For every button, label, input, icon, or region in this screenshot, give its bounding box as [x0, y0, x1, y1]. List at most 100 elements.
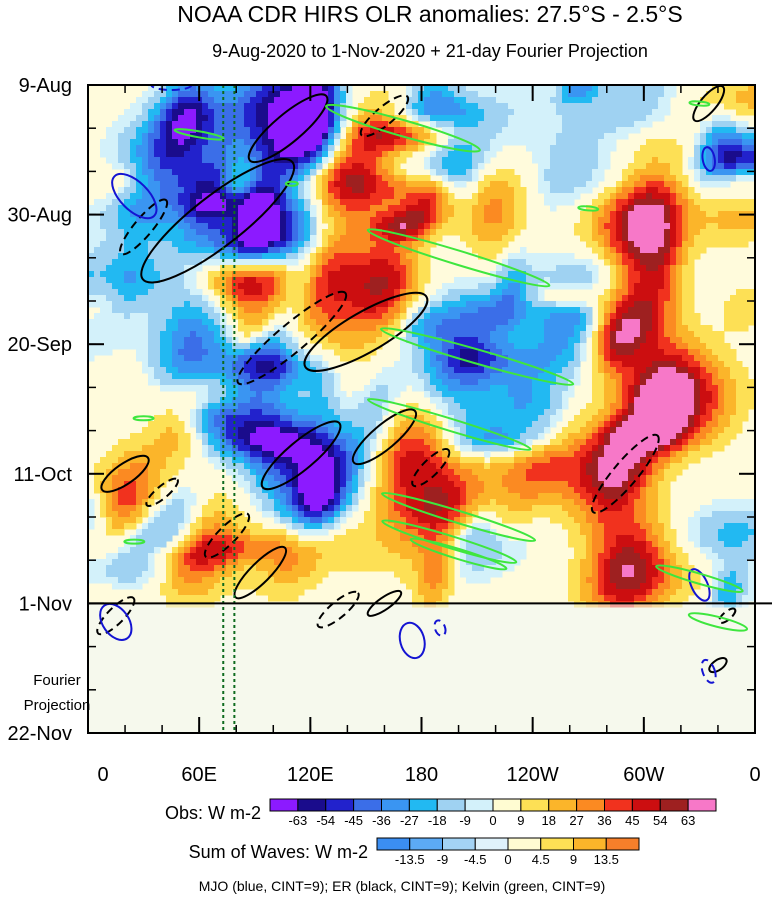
kelvin-contour — [123, 538, 146, 545]
x-tick-label: 0 — [749, 764, 760, 786]
mjo-contour — [701, 146, 716, 172]
waves-colorbar-label: Sum of Waves: W m-2 — [189, 842, 368, 862]
colorbar-swatch — [474, 837, 509, 851]
er-contour — [145, 477, 179, 507]
kelvin-contour — [577, 205, 600, 212]
kelvin-contour — [366, 228, 551, 288]
x-tick-label: 120W — [507, 764, 559, 786]
kelvin-contour — [687, 612, 749, 632]
er-contour — [247, 93, 329, 164]
obs-colorbar: -63 -54 -45 -36 -27 -18 -9 0 9 18 27 36 45 54 63 — [269, 798, 717, 828]
kelvin-contour — [366, 397, 532, 451]
er-contour — [411, 448, 451, 488]
colorbar-swatch — [540, 837, 574, 851]
kelvin-contour — [688, 100, 711, 107]
colorbar-swatch — [376, 837, 411, 851]
colorbar-tick-label: 0 — [489, 813, 496, 828]
kelvin-contour — [379, 327, 575, 386]
mjo-contour — [688, 568, 711, 602]
colorbar-tick-label: 9 — [517, 813, 524, 828]
colorbar-swatch — [269, 798, 299, 812]
y-tick-label: 22-Nov — [8, 723, 72, 745]
legend-note: MJO (blue, CINT=9); ER (black, CINT=9); … — [199, 878, 606, 894]
colorbar-tick-label: 0 — [504, 852, 511, 867]
colorbar-tick-label: -63 — [288, 813, 307, 828]
colorbar-tick-label: 9 — [570, 852, 577, 867]
plot-area — [88, 85, 755, 733]
er-contour — [351, 408, 418, 466]
colorbar-tick-label: -45 — [344, 813, 363, 828]
er-contour — [590, 433, 660, 514]
x-tick-label: 60E — [181, 764, 217, 786]
colorbar-swatch — [659, 798, 689, 812]
colorbar-tick-label: -18 — [428, 813, 447, 828]
colorbar-swatch — [492, 798, 522, 812]
y-tick-label: 1-Nov — [19, 593, 72, 615]
y-tick-label: 11-Oct — [13, 464, 72, 486]
colorbar-tick-label: -54 — [316, 813, 335, 828]
mjo-contour — [433, 619, 447, 637]
y-tick-label: 20-Sep — [8, 334, 73, 356]
er-contour — [366, 589, 403, 617]
y-tick-label: 9-Aug — [19, 75, 72, 97]
projection-wash — [88, 603, 755, 733]
reference-lines — [222, 85, 236, 733]
projection-label-line1: Fourier — [33, 672, 81, 689]
colorbar-swatch — [548, 798, 578, 812]
er-contour — [233, 545, 288, 600]
x-tick-label: 180 — [405, 764, 438, 786]
colorbar-swatch — [520, 798, 550, 812]
colorbar-swatch — [507, 837, 542, 851]
colorbar-tick-label: 54 — [653, 813, 667, 828]
colorbar-tick-label: -27 — [400, 813, 419, 828]
projection-label-line2: Projection — [24, 697, 91, 714]
x-tick-label: 0 — [97, 764, 108, 786]
er-contour — [692, 85, 726, 123]
mjo-contour — [398, 621, 426, 660]
colorbar-swatch — [604, 798, 633, 812]
er-contour — [359, 94, 410, 138]
kelvin-contour — [173, 128, 225, 141]
er-contour — [260, 420, 342, 491]
colorbar-tick-label: 4.5 — [532, 852, 550, 867]
er-contour — [236, 290, 348, 386]
chart-title: NOAA CDR HIRS OLR anomalies: 27.5°S - 2.… — [177, 1, 682, 27]
colorbar-tick-label: 18 — [542, 813, 556, 828]
waves-colorbar: -13.5 -9 -4.5 0 4.5 9 13.5 — [376, 837, 640, 867]
er-contour — [119, 198, 169, 256]
kelvin-contour — [284, 180, 299, 187]
colorbar-tick-label: -4.5 — [464, 852, 486, 867]
mjo-contour — [99, 602, 133, 641]
chart-subtitle: 9-Aug-2020 to 1-Nov-2020 + 21-day Fourie… — [212, 41, 648, 61]
wave-contours — [96, 85, 749, 684]
er-contour — [718, 607, 737, 624]
y-axis: 9-Aug 30-Aug 20-Sep 11-Oct 1-Nov 22-Nov — [8, 75, 755, 745]
kelvin-contour — [132, 415, 155, 422]
colorbar-tick-label: 13.5 — [594, 852, 619, 867]
er-contour — [203, 512, 251, 559]
er-contour — [708, 657, 728, 674]
colorbar-swatch — [436, 798, 466, 812]
colorbar-swatch — [325, 798, 355, 812]
kelvin-contour — [381, 491, 537, 543]
er-contour — [303, 291, 429, 372]
colorbar-swatch — [381, 798, 410, 812]
colorbar-tick-label: 63 — [681, 813, 695, 828]
colorbar-tick-label: 45 — [625, 813, 639, 828]
er-contour — [140, 158, 296, 284]
kelvin-contour — [381, 519, 518, 564]
colorbar-tick-label: 36 — [597, 813, 611, 828]
obs-colorbar-label: Obs: W m-2 — [165, 803, 261, 823]
colorbar-swatch — [576, 798, 605, 812]
colorbar-swatch — [573, 837, 607, 851]
mjo-contour — [700, 658, 717, 684]
x-axis: 0 60E 120E 180 120W 60W 0 — [87, 85, 761, 786]
colorbar-swatch — [408, 798, 438, 812]
kelvin-contour — [655, 564, 744, 594]
x-tick-label: 60W — [623, 764, 664, 786]
colorbar-tick-label: -9 — [437, 852, 449, 867]
colorbar-swatch — [631, 798, 661, 812]
colorbar-swatch — [464, 798, 494, 812]
colorbar-tick-label: -36 — [372, 813, 391, 828]
